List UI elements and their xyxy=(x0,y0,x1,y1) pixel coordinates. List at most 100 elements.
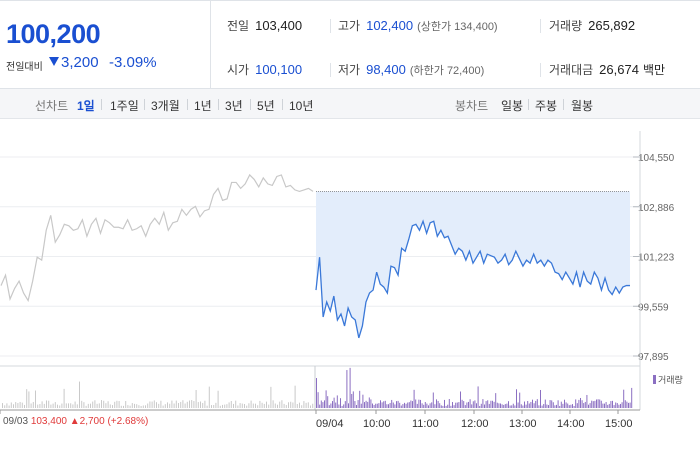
volume-bar xyxy=(328,405,330,408)
volume-bar xyxy=(487,400,489,408)
volume-legend-label: 거래량 xyxy=(658,375,683,385)
candle-tab-daily[interactable]: 일봉 xyxy=(501,99,524,113)
period-tab-10y[interactable]: 10년 xyxy=(289,99,314,113)
volume-bar xyxy=(476,403,477,408)
volume-bar xyxy=(235,400,237,408)
lower-limit: (하한가 72,400) xyxy=(409,65,485,77)
x-axis-ticks: 09/03 09/04 10:00 11:00 12:00 13:00 14:00 15:00 xyxy=(0,410,633,430)
volume-bar xyxy=(631,387,633,408)
volume-bar xyxy=(344,401,346,408)
volume-bar xyxy=(610,401,612,408)
volume-bar xyxy=(575,399,577,408)
x-tick-label: 14:00 xyxy=(557,418,585,430)
volume-bar xyxy=(570,404,572,408)
volume-bar xyxy=(511,405,513,408)
volume-bar xyxy=(83,402,85,408)
volume-bar xyxy=(423,404,425,408)
volume-bar xyxy=(222,404,223,408)
volume-bar xyxy=(463,401,465,408)
period-tab-3m[interactable]: 3개월 xyxy=(151,99,180,113)
volume-bar xyxy=(623,389,625,408)
volume-bar xyxy=(208,386,210,408)
volume-bar xyxy=(156,402,157,408)
volume-bar xyxy=(508,401,509,408)
volume-bar xyxy=(444,399,445,408)
volume-bar xyxy=(206,405,208,408)
volume-swatch xyxy=(653,375,656,384)
x-tick-label: 09/04 xyxy=(316,418,344,430)
prev-close-value: 103,400 xyxy=(255,18,303,33)
volume-bar xyxy=(580,397,581,408)
period-tab-1y[interactable]: 1년 xyxy=(194,99,212,113)
period-tab-3y[interactable]: 3년 xyxy=(225,99,243,113)
x-tick-label: 15:00 xyxy=(605,418,633,430)
volume-bar xyxy=(296,403,298,408)
volume-bar xyxy=(573,405,575,408)
quote-summary: 100,200 전일대비 3,200 -3.09% 전일 103,400 고가 10… xyxy=(0,0,700,89)
volume-bar xyxy=(21,402,23,408)
volume-bar xyxy=(392,402,394,408)
volume-bar xyxy=(568,405,570,408)
volume-bar xyxy=(158,403,160,408)
volume-bar xyxy=(602,403,604,408)
volume-bar xyxy=(32,401,34,408)
open-label: 시가 xyxy=(227,63,250,77)
volume-bar xyxy=(589,403,591,408)
low-label: 저가 xyxy=(338,63,361,77)
volume-bar xyxy=(402,404,404,408)
divider xyxy=(540,19,541,33)
volume-bar xyxy=(274,403,276,408)
candle-tab-monthly[interactable]: 월봉 xyxy=(571,99,594,113)
volume-bar xyxy=(376,403,378,408)
volume-bar xyxy=(367,401,369,408)
volume-bar xyxy=(15,402,17,408)
volume-bar xyxy=(440,405,442,408)
volume-bar xyxy=(335,402,337,408)
trade-amount: 거래대금 26,674 백만 xyxy=(549,61,665,78)
volume-bar xyxy=(549,400,551,408)
volume-bar xyxy=(503,404,505,408)
divider xyxy=(101,99,102,110)
volume-bar xyxy=(94,400,96,408)
volume-bar xyxy=(381,402,383,408)
volume-bar xyxy=(477,386,479,408)
volume-bar xyxy=(257,405,259,408)
volume-bar xyxy=(378,403,380,408)
volume-bar xyxy=(279,401,281,408)
period-tab-1d[interactable]: 1일 xyxy=(77,99,95,113)
volume-bar xyxy=(145,405,146,408)
period-tab-5y[interactable]: 5년 xyxy=(257,99,275,113)
upper-limit: (상한가 134,400) xyxy=(417,21,498,33)
candle-tab-weekly[interactable]: 주봉 xyxy=(535,99,558,113)
volume-bar xyxy=(540,389,541,408)
volume-bar xyxy=(101,400,102,408)
volume-bar xyxy=(528,403,530,408)
volume-bar xyxy=(79,381,80,408)
volume-bar xyxy=(46,400,47,408)
volume-bar xyxy=(466,402,468,408)
volume-bar xyxy=(421,403,423,408)
volume-bar xyxy=(509,405,511,408)
volume-bar xyxy=(316,378,317,408)
x-tick-label: 13:00 xyxy=(509,418,537,430)
volume-bar xyxy=(373,404,375,408)
divider xyxy=(563,99,564,110)
volume-bar xyxy=(263,403,265,408)
volume-bar xyxy=(628,402,629,408)
prev-day-rate: (+2.68%) xyxy=(107,416,149,427)
volume-bar xyxy=(612,400,613,408)
volume-bar xyxy=(138,405,140,408)
volume-bar xyxy=(26,389,28,408)
period-tab-1w[interactable]: 1주일 xyxy=(110,99,139,113)
volume-bar xyxy=(360,403,362,408)
volume-bar xyxy=(626,401,628,408)
volume-bar xyxy=(359,390,361,408)
high-label: 고가 xyxy=(338,19,361,33)
volume-bar xyxy=(285,405,287,408)
volume-bar xyxy=(541,405,543,408)
volume-bar xyxy=(72,404,74,408)
up-arrow-icon: ▲ xyxy=(69,416,80,427)
volume-bar xyxy=(74,401,76,408)
volume-bar xyxy=(299,402,300,408)
